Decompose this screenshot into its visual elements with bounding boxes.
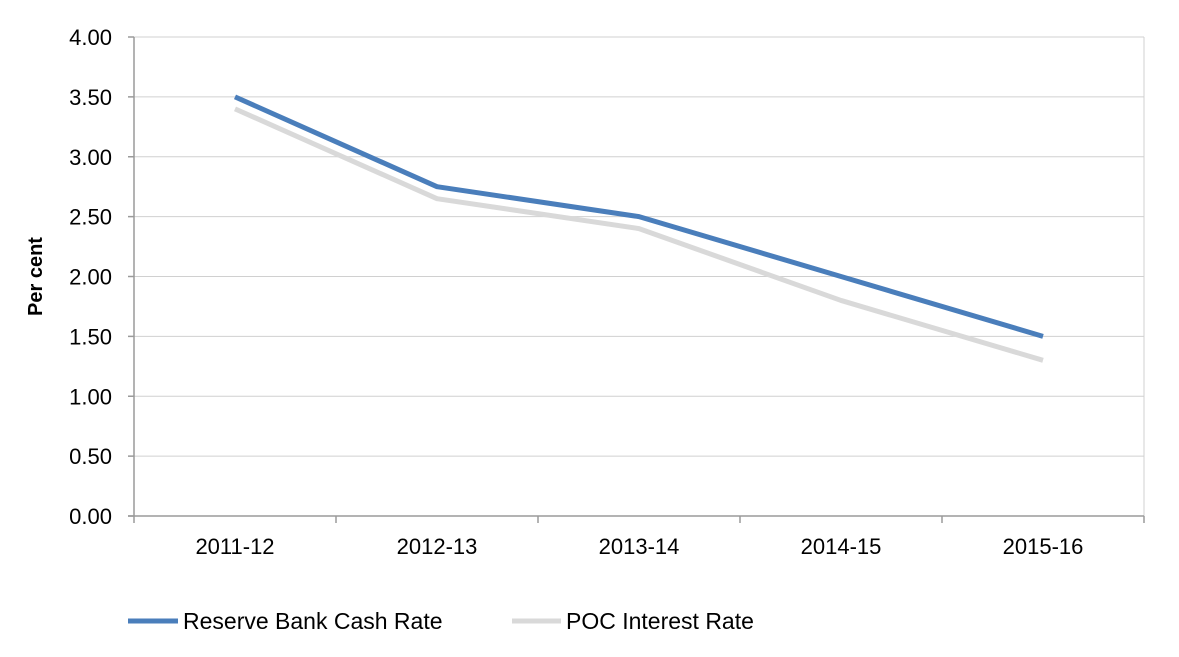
- x-tick-label: 2012-13: [397, 534, 478, 559]
- y-tick-label: 2.00: [69, 265, 112, 290]
- series-lines: [233, 94, 1044, 363]
- x-tick-label: 2011-12: [195, 534, 274, 559]
- axes: [128, 36, 1145, 523]
- y-axis-title: Per cent: [25, 237, 47, 316]
- x-tick-label: 2014-15: [801, 534, 882, 559]
- y-axis-tick-labels: 0.00 0.50 1.00 1.50 2.00 2.50 3.00 3.50 4.00: [69, 25, 112, 529]
- series-line-1: [233, 106, 1044, 363]
- x-axis-tick-labels: 2011-12 2012-13 2013-14 2014-15 2015-16: [195, 534, 1083, 559]
- legend: Reserve Bank Cash Rate POC Interest Rate: [128, 608, 754, 634]
- y-tick-label: 1.50: [69, 324, 112, 349]
- y-tick-label: 1.00: [69, 384, 112, 409]
- x-tick-label: 2013-14: [599, 534, 680, 559]
- y-tick-label: 3.00: [69, 145, 112, 170]
- series-line-0: [233, 94, 1044, 339]
- legend-label-0: Reserve Bank Cash Rate: [183, 608, 443, 634]
- gridlines: [134, 36, 1145, 516]
- y-tick-label: 0.00: [69, 504, 112, 529]
- x-tick-label: 2015-16: [1003, 534, 1084, 559]
- y-tick-label: 3.50: [69, 85, 112, 110]
- y-tick-label: 0.50: [69, 444, 112, 469]
- y-tick-label: 2.50: [69, 205, 112, 230]
- legend-label-1: POC Interest Rate: [566, 608, 754, 634]
- y-tick-label: 4.00: [69, 25, 112, 50]
